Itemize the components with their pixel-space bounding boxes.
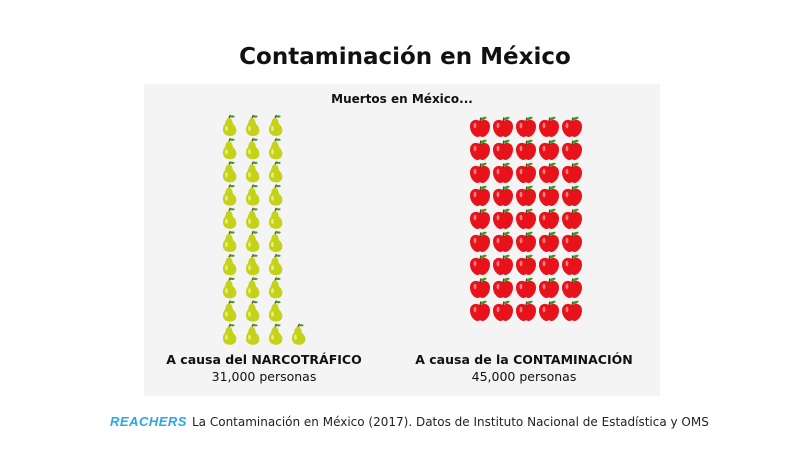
pear-icon — [268, 323, 283, 345]
apple-icon — [493, 185, 513, 206]
apple-icon — [493, 162, 513, 183]
apple-icon — [470, 300, 490, 321]
pear-icon — [268, 277, 283, 299]
apple-icon — [539, 231, 559, 252]
pear-icon — [245, 137, 260, 160]
apple-icon — [516, 162, 536, 183]
pear-icon — [222, 253, 237, 276]
pear-icon — [268, 230, 283, 253]
apple-icon — [539, 116, 559, 137]
apple-icon — [493, 208, 513, 229]
pear-icon — [268, 137, 283, 160]
apple-icon — [516, 208, 536, 229]
apple-icon — [539, 254, 559, 275]
apple-icon — [539, 185, 559, 206]
reachers-logo: REACHERS — [110, 414, 187, 429]
pear-icon — [222, 207, 237, 229]
pear-icon — [245, 207, 260, 229]
pear-icon — [245, 253, 260, 276]
pear-icon — [268, 253, 283, 276]
apple-icon — [539, 139, 559, 160]
pear-icon — [245, 277, 260, 299]
apple-icon — [562, 254, 582, 275]
apple-icon — [562, 231, 582, 252]
pear-icon — [268, 207, 283, 229]
apple-icon — [470, 277, 490, 298]
value-label-contaminacion: 45,000 personas — [471, 369, 577, 384]
pear-icon — [268, 161, 283, 183]
chart-title: Contaminación en México — [239, 44, 571, 70]
pear-icon — [222, 161, 237, 183]
apple-icon — [493, 254, 513, 275]
apple-icon — [516, 116, 536, 137]
apple-icon — [493, 277, 513, 298]
apple-icon — [562, 300, 582, 321]
apple-icon — [539, 300, 559, 321]
apple-icon — [539, 208, 559, 229]
apple-icon — [470, 185, 490, 206]
pear-icon — [222, 323, 237, 345]
apple-icon — [493, 231, 513, 252]
apple-icon — [516, 185, 536, 206]
pear-icon — [222, 184, 237, 206]
apple-icon — [493, 116, 513, 137]
pear-icon — [245, 230, 260, 253]
apple-icon — [562, 139, 582, 160]
apple-icon — [470, 254, 490, 275]
chart-subtitle: Muertos en México... — [331, 92, 473, 106]
pear-icon — [222, 230, 237, 253]
category-label-narcotrafico: A causa del NARCOTRÁFICO — [166, 352, 362, 367]
apple-icon — [562, 277, 582, 298]
apple-icon — [470, 231, 490, 252]
pear-icon — [245, 323, 260, 345]
pear-icon — [245, 300, 260, 322]
apple-icon — [470, 162, 490, 183]
pear-icon — [222, 277, 237, 299]
apple-icon — [562, 208, 582, 229]
apple-icon — [562, 162, 582, 183]
value-label-narcotrafico: 31,000 personas — [211, 369, 317, 384]
pear-icon — [245, 114, 260, 137]
pear-icon — [268, 300, 283, 322]
apple-icon — [516, 139, 536, 160]
apple-icon — [562, 185, 582, 206]
pear-icon — [222, 137, 237, 160]
pear-icon — [245, 161, 260, 183]
category-label-contaminacion: A causa de la CONTAMINACIÓN — [415, 352, 633, 367]
pear-icon — [268, 184, 283, 206]
pear-icon — [268, 114, 283, 137]
pear-icon — [222, 114, 237, 137]
source-note: La Contaminación en México (2017). Datos… — [192, 415, 709, 429]
apple-icon — [493, 300, 513, 321]
apple-icon — [516, 254, 536, 275]
apple-icon — [516, 231, 536, 252]
apple-icon — [470, 208, 490, 229]
pear-icon — [291, 323, 306, 345]
apple-icon — [539, 277, 559, 298]
apple-icon — [470, 139, 490, 160]
apple-icon — [493, 139, 513, 160]
pear-icon — [245, 184, 260, 206]
apple-icon — [539, 162, 559, 183]
pear-icon — [222, 300, 237, 322]
apple-icon — [516, 300, 536, 321]
apple-icon — [516, 277, 536, 298]
apple-icon — [562, 116, 582, 137]
apple-icon — [470, 116, 490, 137]
